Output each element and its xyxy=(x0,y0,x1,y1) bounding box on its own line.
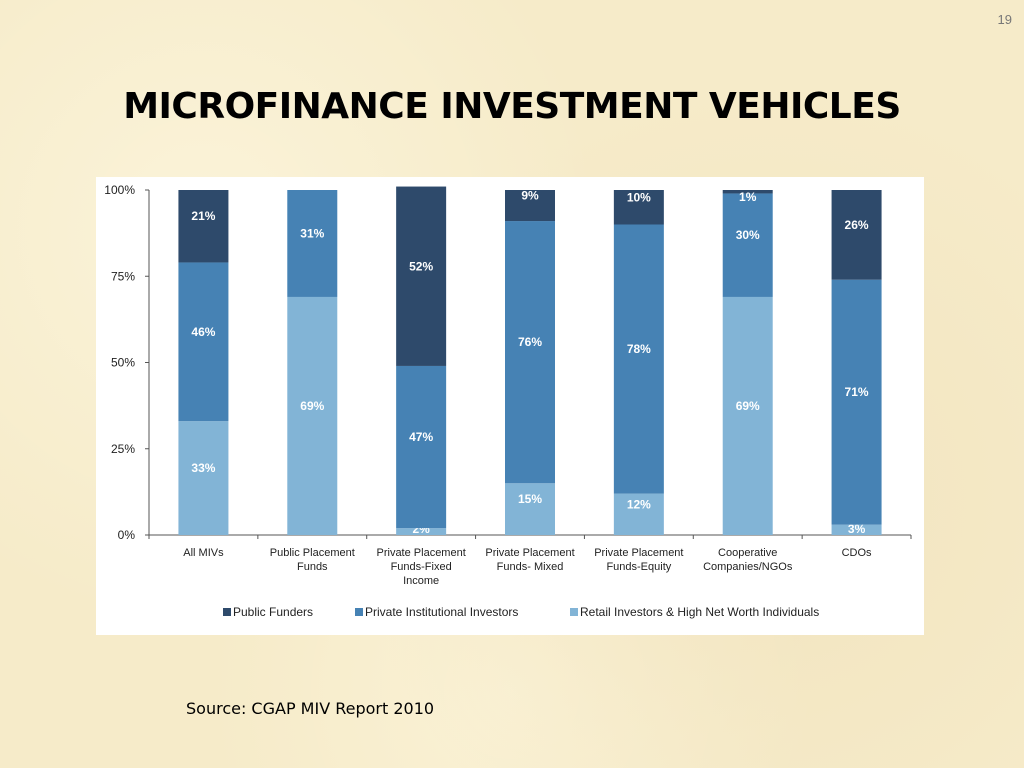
x-category-label: Funds-Fixed xyxy=(391,561,452,573)
bar-segment xyxy=(505,190,555,222)
x-category-label: Private Placement xyxy=(485,547,574,559)
bar-data-label: 10% xyxy=(627,190,651,204)
bar-segment xyxy=(396,186,447,366)
bar-data-label: 71% xyxy=(845,385,869,399)
bar-segment xyxy=(831,524,882,535)
x-category-label: Funds-Equity xyxy=(606,561,671,573)
y-tick-label: 25% xyxy=(111,442,135,456)
x-category-label: All MIVs xyxy=(183,547,224,559)
legend-label: Retail Investors & High Net Worth Indivi… xyxy=(580,605,819,619)
bar-data-label: 30% xyxy=(736,228,760,242)
bar-segment xyxy=(831,190,882,280)
bar-segment xyxy=(178,421,229,535)
slide-number: 19 xyxy=(997,12,1012,27)
bar-segment xyxy=(396,528,447,535)
bar-segment xyxy=(722,296,773,535)
bar-data-label: 76% xyxy=(518,335,542,349)
bar-data-label: 3% xyxy=(848,522,866,536)
source-note: Source: CGAP MIV Report 2010 xyxy=(186,699,435,718)
bar-data-label: 69% xyxy=(736,399,760,413)
x-category-label: Private Placement xyxy=(594,547,683,559)
legend-swatch xyxy=(223,608,231,616)
bar-data-label: 15% xyxy=(518,492,542,506)
x-category-label: Funds- Mixed xyxy=(497,561,564,573)
bar-data-label: 46% xyxy=(191,325,215,339)
bar-segment xyxy=(287,296,338,535)
bar-segment xyxy=(287,190,338,297)
x-category-label: Cooperative xyxy=(718,547,777,559)
bar-segment xyxy=(613,493,664,535)
x-category-label: Funds xyxy=(297,561,328,573)
bar-data-label: 12% xyxy=(627,497,651,511)
x-category-label: CDOs xyxy=(842,547,872,559)
bar-segment xyxy=(722,193,773,297)
chart-panel: 0% 25% 50% 75% 100% 33% 46% 21% All MIVs 69% 31% Pu… xyxy=(96,177,924,635)
bar-data-label: 31% xyxy=(300,226,324,240)
legend-label: Private Institutional Investors xyxy=(365,605,518,619)
bar-segment xyxy=(722,190,773,194)
bar-segment xyxy=(505,221,555,484)
bar-segment xyxy=(613,190,664,225)
y-tick-label: 100% xyxy=(104,183,135,197)
bar-segment xyxy=(505,483,555,535)
x-category-label: Companies/NGOs xyxy=(703,561,793,573)
bar-data-label: 21% xyxy=(191,209,215,223)
y-tick-label: 50% xyxy=(111,356,135,370)
x-category-label: Public Placement xyxy=(270,547,355,559)
bar-segment xyxy=(613,224,664,494)
bar-data-label: 52% xyxy=(409,259,433,273)
y-tick-label: 75% xyxy=(111,269,135,283)
bar-segment xyxy=(178,190,229,263)
y-tick-label: 0% xyxy=(118,528,136,542)
bar-data-label: 47% xyxy=(409,430,433,444)
slide-title: MICROFINANCE INVESTMENT VEHICLES xyxy=(123,86,901,127)
stacked-bar-chart: 0% 25% 50% 75% 100% 33% 46% 21% All MIVs 69% 31% Pu… xyxy=(104,183,912,619)
bar-segment xyxy=(178,262,229,422)
x-category-label: Private Placement xyxy=(377,547,466,559)
bar-data-label: 1% xyxy=(739,190,757,204)
bar-segment xyxy=(831,279,882,525)
bar-data-label: 78% xyxy=(627,342,651,356)
bar-data-label: 33% xyxy=(191,461,215,475)
bar-segment xyxy=(396,365,447,529)
bar-data-label: 9% xyxy=(521,189,539,203)
legend-swatch xyxy=(355,608,363,616)
bar-data-label: 26% xyxy=(845,218,869,232)
legend-swatch xyxy=(570,608,578,616)
bar-data-label: 69% xyxy=(300,399,324,413)
x-category-label: Income xyxy=(403,575,439,587)
legend-label: Public Funders xyxy=(233,605,313,619)
